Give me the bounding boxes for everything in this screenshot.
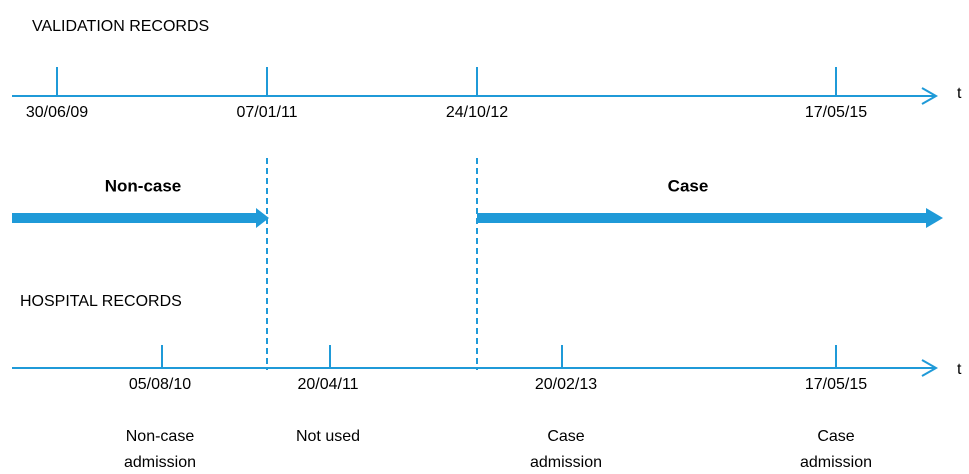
date-label: 20/04/11: [297, 376, 358, 393]
record-description: Non-case: [126, 428, 195, 445]
section-title: VALIDATION RECORDS: [32, 18, 209, 35]
date-label: 24/10/12: [446, 104, 508, 121]
record-description: admission: [530, 454, 602, 471]
axis-arrow: [921, 87, 939, 105]
period-arrow: [477, 208, 943, 228]
date-label: 17/05/15: [805, 376, 867, 393]
date-label: 20/02/13: [535, 376, 597, 393]
records: 30/06/09 07/01/11 24/10/12 17/05/15 05/08/10…: [26, 67, 872, 471]
period-label: Case: [668, 176, 709, 195]
period-label: Non-case: [105, 176, 182, 195]
date-label: 30/06/09: [26, 104, 88, 121]
record-description: Case: [547, 428, 584, 445]
period-arrow: [12, 208, 269, 228]
record-description: Case: [817, 428, 854, 445]
record-description: admission: [800, 454, 872, 471]
date-label: 17/05/15: [805, 104, 867, 121]
axis-label: t: [957, 85, 962, 102]
date-label: 07/01/11: [236, 104, 297, 121]
axis-arrow: [921, 359, 939, 377]
section-title: HOSPITAL RECORDS: [20, 293, 182, 310]
record-description: admission: [124, 454, 196, 471]
axis-label: t: [957, 361, 962, 378]
date-label: 05/08/10: [129, 376, 191, 393]
record-description: Not used: [296, 428, 360, 445]
